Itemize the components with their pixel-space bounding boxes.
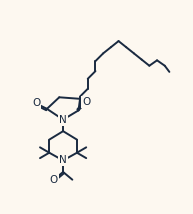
Text: N: N [59,115,67,125]
Text: O: O [50,175,58,185]
Text: O: O [82,97,90,107]
Text: O: O [32,98,40,108]
Text: N: N [59,155,67,165]
